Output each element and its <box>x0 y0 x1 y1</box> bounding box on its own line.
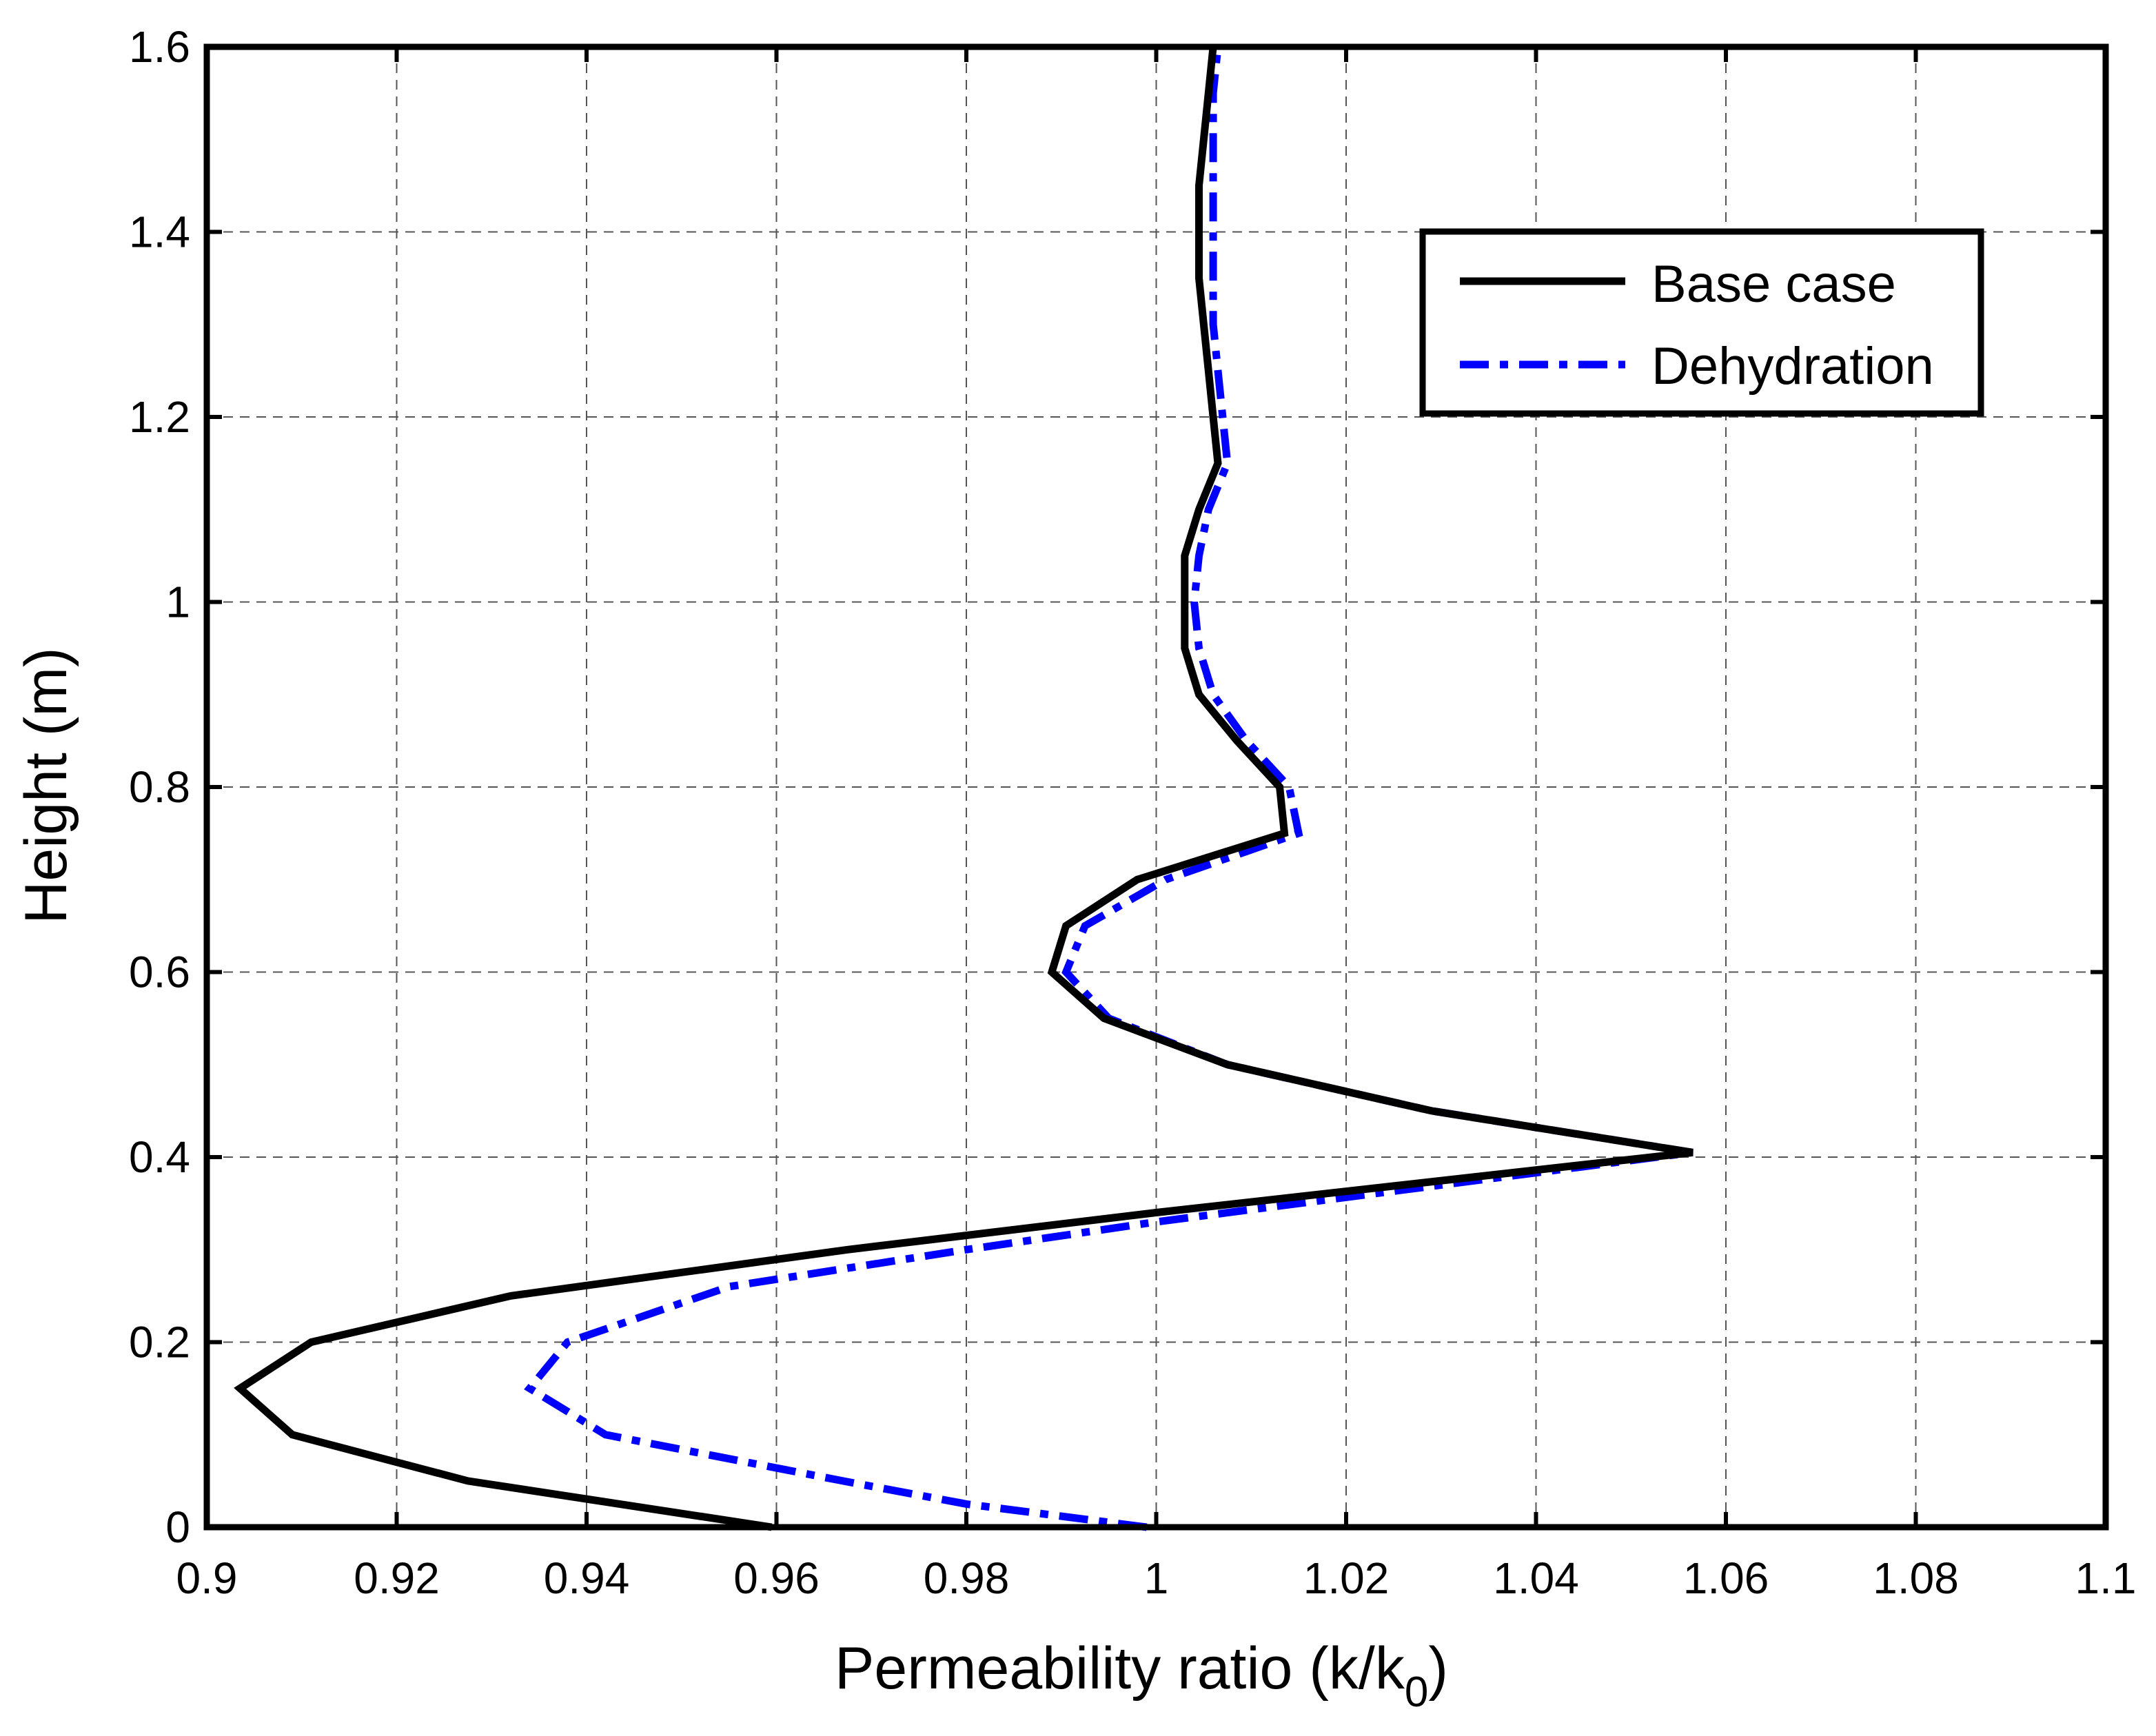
x-axis-title-main: Permeability ratio (k/k <box>835 1635 1405 1702</box>
y-tick-label: 1 <box>165 578 190 627</box>
x-tick-label: 1.1 <box>2075 1553 2137 1603</box>
y-tick-label: 0.2 <box>129 1318 190 1367</box>
x-tick-label: 1.08 <box>1873 1553 1959 1603</box>
y-axis-title: Height (m) <box>13 647 79 923</box>
x-axis-title-suffix: ) <box>1428 1635 1448 1702</box>
x-tick-label: 1 <box>1144 1553 1169 1603</box>
y-tick-label: 1.6 <box>129 22 190 72</box>
y-tick-label: 0.4 <box>129 1132 190 1182</box>
x-axis-title-subscript: 0 <box>1405 1668 1428 1716</box>
legend: Base case Dehydration <box>1419 228 1984 417</box>
x-axis-title: Permeability ratio (k/k0) <box>835 1635 1448 1716</box>
x-tick-label: 1.02 <box>1303 1553 1390 1603</box>
legend-label-dehydration: Dehydration <box>1651 337 1934 396</box>
y-tick-label: 0 <box>165 1502 190 1552</box>
x-tick-label: 1.06 <box>1683 1553 1769 1603</box>
x-tick-label: 0.94 <box>544 1553 630 1603</box>
legend-label-base-case: Base case <box>1651 255 1896 314</box>
y-tick-label: 0.6 <box>129 948 190 997</box>
ticks <box>205 45 2108 1529</box>
y-tick-label: 0.8 <box>129 762 190 812</box>
grid <box>207 47 2106 1527</box>
series-line-base-case <box>234 46 1694 1531</box>
y-tick-labels: 0 0.2 0.4 0.6 0.8 1 1.2 1.4 1.6 <box>129 22 190 1552</box>
y-tick-label: 1.4 <box>129 207 190 257</box>
x-tick-label: 1.04 <box>1493 1553 1579 1603</box>
series-layer <box>234 46 1694 1531</box>
x-tick-label: 0.96 <box>733 1553 820 1603</box>
x-tick-label: 0.92 <box>354 1553 440 1603</box>
x-tick-labels: 0.9 0.92 0.94 0.96 0.98 1 1.02 1.04 1.06 1.08 1.1 <box>176 1553 2137 1603</box>
x-tick-label: 0.98 <box>924 1553 1010 1603</box>
legend-box <box>1419 228 1984 417</box>
x-tick-label: 0.9 <box>176 1553 238 1603</box>
series-line-dehydration <box>524 46 1694 1531</box>
y-tick-label: 1.2 <box>129 392 190 442</box>
